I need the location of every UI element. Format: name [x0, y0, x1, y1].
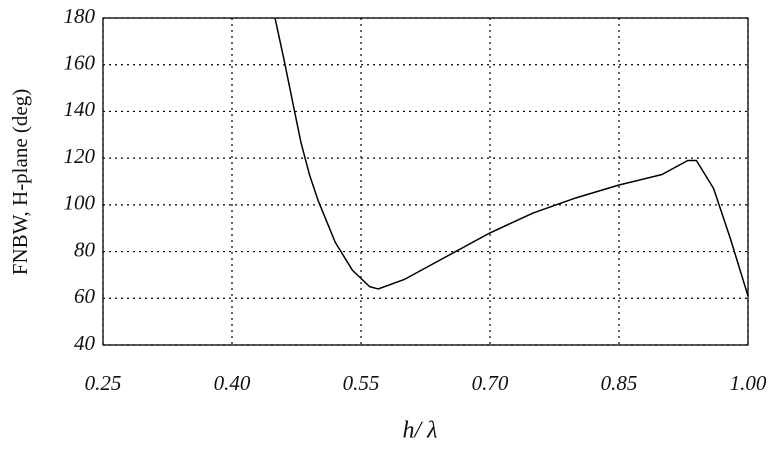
x-tick-label: 0.25	[85, 371, 122, 395]
x-tick-label: 0.40	[214, 371, 251, 395]
y-tick-label: 40	[74, 331, 96, 355]
data-line	[274, 17, 749, 297]
y-tick-label: 80	[74, 237, 96, 261]
y-tick-label: 60	[74, 284, 96, 308]
y-tick-label: 100	[64, 191, 96, 215]
x-tick-label: 1.00	[730, 371, 767, 395]
x-tick-label: 0.55	[343, 371, 380, 395]
y-axis-label: FNBW, H-plane (deg)	[8, 89, 32, 275]
y-tick-label: 120	[64, 144, 96, 168]
x-tick-label: 0.85	[601, 371, 638, 395]
x-axis-label: h/ λ	[402, 418, 437, 444]
x-tick-label: 0.70	[472, 371, 509, 395]
plot-frame	[102, 17, 749, 346]
y-tick-label: 140	[64, 97, 96, 121]
y-tick-label: 160	[64, 51, 96, 75]
y-tick-label: 180	[64, 4, 96, 28]
